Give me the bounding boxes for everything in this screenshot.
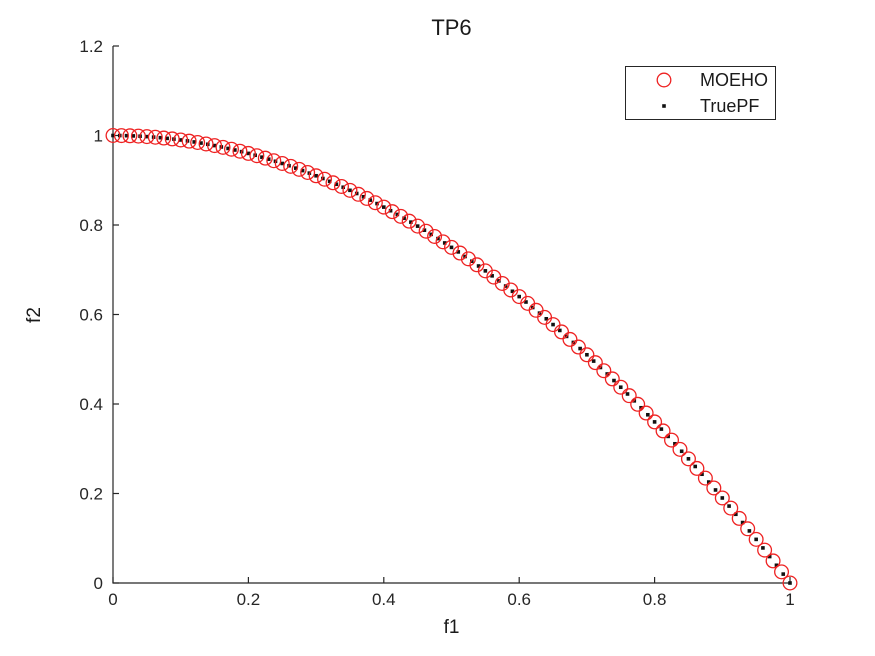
x-tick-label: 0.4: [372, 590, 396, 609]
y-tick-label: 0.6: [79, 306, 103, 325]
y-tick-label: 1.2: [79, 37, 103, 56]
chart-title: TP6: [431, 15, 472, 40]
series-truepf-markers: [111, 133, 792, 585]
series-moeho-markers: [105, 127, 798, 591]
legend-entry-moeho: MOEHO: [626, 68, 775, 92]
y-tick-label: 1: [94, 127, 103, 146]
x-tick-label: 1: [785, 590, 794, 609]
x-tick-label: 0: [108, 590, 117, 609]
legend-entry-truepf: TruePF: [626, 94, 775, 118]
moeho-circle-marker-icon: [656, 72, 672, 88]
y-tick-label: 0: [94, 574, 103, 593]
truepf-dot-marker-icon: [656, 98, 672, 114]
axes: [112, 46, 790, 584]
x-tick-label: 0.6: [507, 590, 531, 609]
axis-ticks: [112, 45, 791, 584]
y-tick-label: 0.4: [79, 395, 103, 414]
x-axis-label: f1: [443, 617, 460, 638]
legend-box: MOEHO TruePF: [625, 66, 776, 120]
x-tick-label: 0.8: [643, 590, 667, 609]
legend-label-truepf: TruePF: [700, 95, 760, 116]
axis-tick-labels: 0 0.2 0.4 0.6 0.8 1 0 0.2 0.4 0.6 0.8 1 1.2: [79, 37, 794, 609]
y-tick-label: 0.2: [79, 485, 103, 504]
x-tick-label: 0.2: [237, 590, 261, 609]
y-axis-label: f2: [24, 307, 45, 323]
y-tick-label: 0.8: [79, 216, 103, 235]
legend-label-moeho: MOEHO: [700, 69, 769, 90]
